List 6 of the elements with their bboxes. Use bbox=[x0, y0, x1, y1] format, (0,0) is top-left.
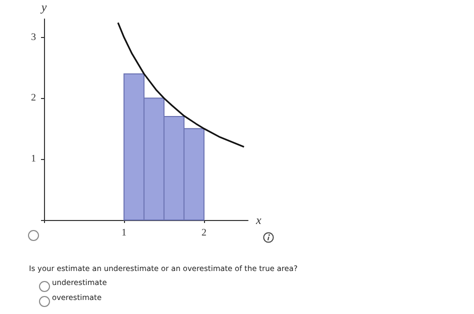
line-series bbox=[117, 22, 245, 148]
y-tick-label: 1 bbox=[31, 154, 36, 165]
y-tick-label: 2 bbox=[31, 92, 36, 104]
y-tick-label: 3 bbox=[31, 32, 36, 43]
y-axis-title: y bbox=[40, 0, 48, 14]
x-axis-title: x bbox=[255, 213, 262, 227]
